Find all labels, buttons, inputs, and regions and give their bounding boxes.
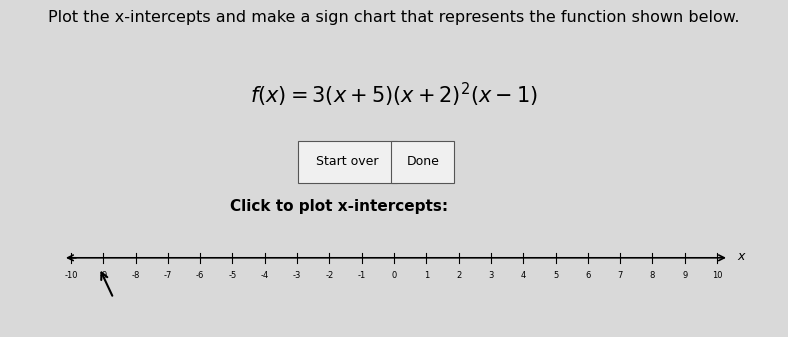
Text: Click to plot x-intercepts:: Click to plot x-intercepts: <box>230 199 448 214</box>
Text: Plot the x-intercepts and make a sign chart that represents the function shown b: Plot the x-intercepts and make a sign ch… <box>48 10 740 25</box>
Text: $f(x) = 3(x+5)(x+2)^2(x-1)$: $f(x) = 3(x+5)(x+2)^2(x-1)$ <box>250 81 538 109</box>
Text: -2: -2 <box>325 271 333 280</box>
Text: -4: -4 <box>261 271 269 280</box>
Text: 6: 6 <box>585 271 590 280</box>
Text: 8: 8 <box>650 271 655 280</box>
Text: 1: 1 <box>424 271 429 280</box>
Text: $x$: $x$ <box>737 250 746 263</box>
Text: -7: -7 <box>164 271 172 280</box>
Text: -10: -10 <box>64 271 78 280</box>
Text: 4: 4 <box>521 271 526 280</box>
Text: -8: -8 <box>132 271 139 280</box>
Text: 7: 7 <box>618 271 623 280</box>
Text: 2: 2 <box>456 271 461 280</box>
Text: -6: -6 <box>196 271 204 280</box>
FancyBboxPatch shape <box>298 141 397 183</box>
Text: 10: 10 <box>712 271 723 280</box>
Text: 0: 0 <box>392 271 396 280</box>
Text: -9: -9 <box>99 271 107 280</box>
Text: 9: 9 <box>682 271 687 280</box>
Text: -3: -3 <box>293 271 301 280</box>
FancyBboxPatch shape <box>391 141 454 183</box>
Text: Start over: Start over <box>316 155 379 168</box>
Text: 3: 3 <box>489 271 493 280</box>
Text: -1: -1 <box>358 271 366 280</box>
Text: 5: 5 <box>553 271 558 280</box>
Text: -5: -5 <box>229 271 236 280</box>
Text: Done: Done <box>407 155 439 168</box>
